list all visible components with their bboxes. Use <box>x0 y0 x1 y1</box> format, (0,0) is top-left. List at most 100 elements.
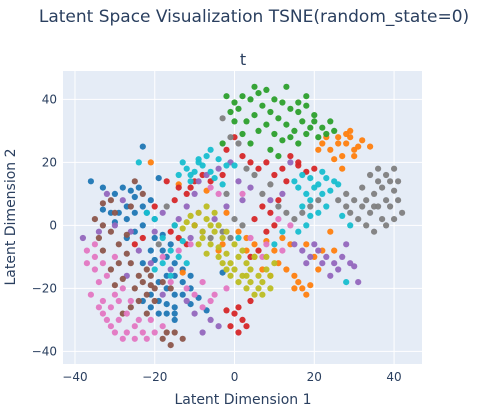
scatter-point <box>159 247 166 254</box>
scatter-point <box>107 266 114 273</box>
scatter-point <box>331 247 338 254</box>
scatter-point <box>187 178 194 185</box>
scatter-point <box>115 241 122 248</box>
scatter-point <box>247 184 254 191</box>
scatter-point <box>327 187 334 194</box>
scatter-point <box>223 162 230 169</box>
scatter-point <box>359 137 366 144</box>
scatter-point <box>99 260 106 267</box>
scatter-point <box>279 234 286 242</box>
scatter-point <box>279 137 286 144</box>
scatter-point <box>291 285 298 292</box>
scatter-point <box>227 272 234 279</box>
scatter-point <box>271 222 278 229</box>
scatter-point <box>287 134 294 141</box>
scatter-point <box>123 250 130 257</box>
scatter-point <box>239 247 246 254</box>
scatter-point <box>259 102 266 109</box>
scatter-point <box>187 234 194 242</box>
scatter-point <box>135 316 142 323</box>
scatter-point <box>299 118 306 125</box>
scatter-point <box>295 228 302 235</box>
scatter-point <box>343 203 350 210</box>
scatter-point <box>167 342 174 349</box>
scatter-point <box>275 115 282 122</box>
scatter-point <box>347 209 354 216</box>
scatter-point <box>147 304 154 311</box>
scatter-point <box>223 190 230 197</box>
scatter-point <box>299 285 306 292</box>
y-tick-label: 0 <box>49 218 57 232</box>
scatter-point <box>171 197 178 204</box>
scatter-point <box>271 260 278 267</box>
scatter-point <box>263 86 270 93</box>
scatter-point <box>303 260 310 267</box>
scatter-point <box>271 171 278 179</box>
scatter-point <box>279 190 286 197</box>
scatter-point <box>315 247 322 254</box>
y-tick-label: −20 <box>32 281 57 295</box>
scatter-point <box>183 190 190 197</box>
scatter-point <box>219 260 226 267</box>
scatter-point <box>163 301 170 308</box>
scatter-point <box>335 181 342 188</box>
scatter-point <box>163 329 170 336</box>
scatter-point <box>147 282 154 289</box>
scatter-point <box>83 260 90 267</box>
scatter-point <box>99 297 106 305</box>
scatter-point <box>95 304 102 311</box>
scatter-point <box>123 310 130 317</box>
scatter-point <box>171 260 178 267</box>
scatter-point <box>271 247 278 254</box>
scatter-point <box>223 93 230 100</box>
scatter-point <box>143 291 150 298</box>
scatter-point <box>239 190 246 197</box>
scatter-point <box>267 285 274 292</box>
scatter-point <box>315 146 322 153</box>
scatter-point <box>307 203 314 210</box>
scatter-point <box>95 279 102 286</box>
x-tick-label: 0 <box>231 370 239 384</box>
scatter-point <box>399 209 406 216</box>
scatter-point <box>167 285 174 292</box>
scatter-point <box>127 260 134 267</box>
scatter-point <box>107 304 114 311</box>
scatter-point <box>279 247 286 254</box>
x-tick-label: 40 <box>386 370 401 384</box>
scatter-point <box>179 291 186 298</box>
scatter-point <box>275 153 282 160</box>
scatter-point <box>267 272 274 279</box>
scatter-point <box>239 130 246 138</box>
scatter-point <box>319 140 326 147</box>
scatter-point <box>219 171 226 179</box>
scatter-point <box>195 209 202 216</box>
scatter-point <box>187 212 194 219</box>
scatter-point <box>243 323 250 330</box>
scatter-point <box>339 153 346 160</box>
scatter-point <box>91 216 98 223</box>
x-tick-label: −20 <box>142 370 167 384</box>
scatter-point <box>167 228 174 235</box>
scatter-point <box>251 112 258 119</box>
scatter-point <box>223 203 230 210</box>
scatter-point <box>303 93 310 100</box>
scatter-point <box>231 99 238 106</box>
scatter-point <box>223 285 230 292</box>
scatter-point <box>107 228 114 235</box>
scatter-point <box>347 127 354 134</box>
scatter-point <box>147 247 154 254</box>
scatter-point <box>127 203 134 210</box>
scatter-point <box>335 134 342 141</box>
scatter-point <box>383 222 390 229</box>
scatter-point <box>131 285 138 292</box>
scatter-point <box>291 241 298 248</box>
scatter-point <box>331 260 338 267</box>
chart-title: Latent Space Visualization TSNE(random_s… <box>39 7 469 27</box>
scatter-point <box>187 241 194 248</box>
scatter-point <box>139 329 146 336</box>
scatter-point <box>391 216 398 223</box>
scatter-point <box>271 96 278 103</box>
scatter-point <box>187 171 194 179</box>
scatter-point <box>231 162 238 169</box>
scatter-point <box>291 127 298 134</box>
